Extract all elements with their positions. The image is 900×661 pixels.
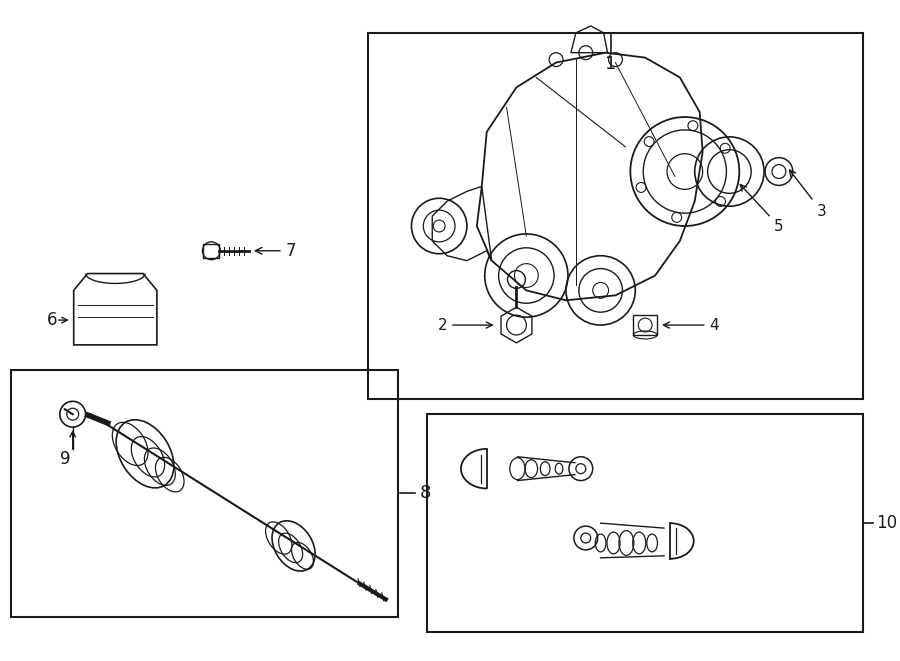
Bar (203, 244, 220, 258)
Bar (12, 369, 398, 617)
Text: 4: 4 (663, 317, 719, 332)
Text: 2: 2 (437, 317, 492, 332)
Bar (634, 315, 657, 335)
Bar (428, 414, 863, 632)
Text: 10: 10 (876, 514, 897, 532)
Text: 3: 3 (789, 170, 826, 219)
Text: 7: 7 (256, 242, 296, 260)
Text: 6: 6 (48, 311, 58, 329)
Bar (368, 33, 863, 399)
Text: 8: 8 (419, 485, 431, 502)
Text: 9: 9 (59, 449, 70, 468)
Text: 5: 5 (741, 184, 784, 233)
Text: 1: 1 (605, 55, 617, 73)
